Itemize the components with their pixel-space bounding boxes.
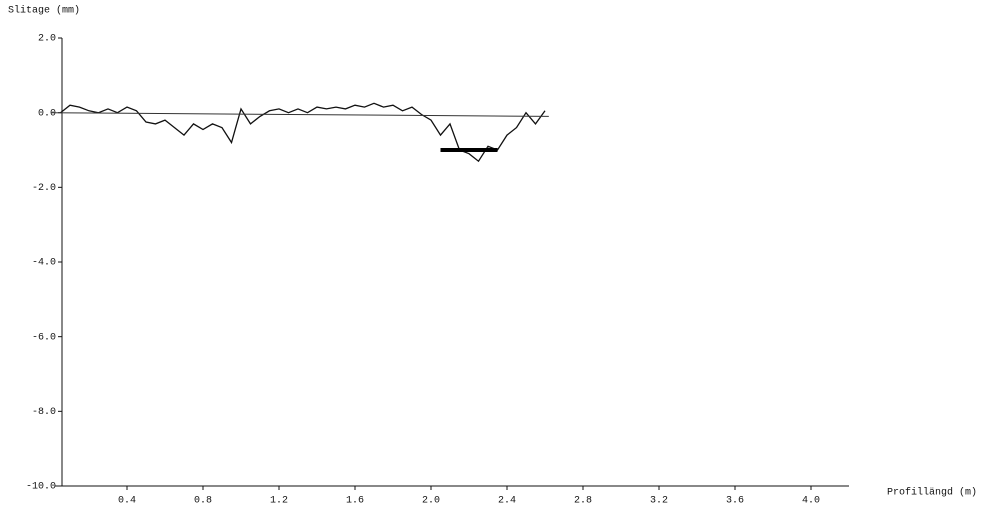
y-tick-label: 0.0 [38,108,56,119]
x-tick-label: 2.8 [574,496,592,507]
x-tick-label: 2.4 [498,496,516,507]
x-axis-label: Profillängd (m) [887,487,977,499]
y-tick-label: -6.0 [32,332,56,343]
y-axis-label: Slitage (mm) [8,5,80,17]
x-tick-label: 2.0 [422,496,440,507]
y-tick-label: 2.0 [38,34,56,45]
profile-line [50,112,549,117]
x-tick-label: 3.2 [650,496,668,507]
x-tick-label: 4.0 [802,496,820,507]
profile-line [60,102,546,163]
x-tick-label: 1.6 [346,496,364,507]
x-tick-label: 3.6 [726,496,744,507]
y-tick-label: -2.0 [32,183,56,194]
y-tick-label: -10.0 [26,482,56,493]
y-tick-label: -8.0 [32,407,56,418]
x-tick-label: 1.2 [270,496,288,507]
y-tick-label: -4.0 [32,258,56,269]
x-tick-label: 0.4 [118,496,136,507]
x-tick-label: 0.8 [194,496,212,507]
